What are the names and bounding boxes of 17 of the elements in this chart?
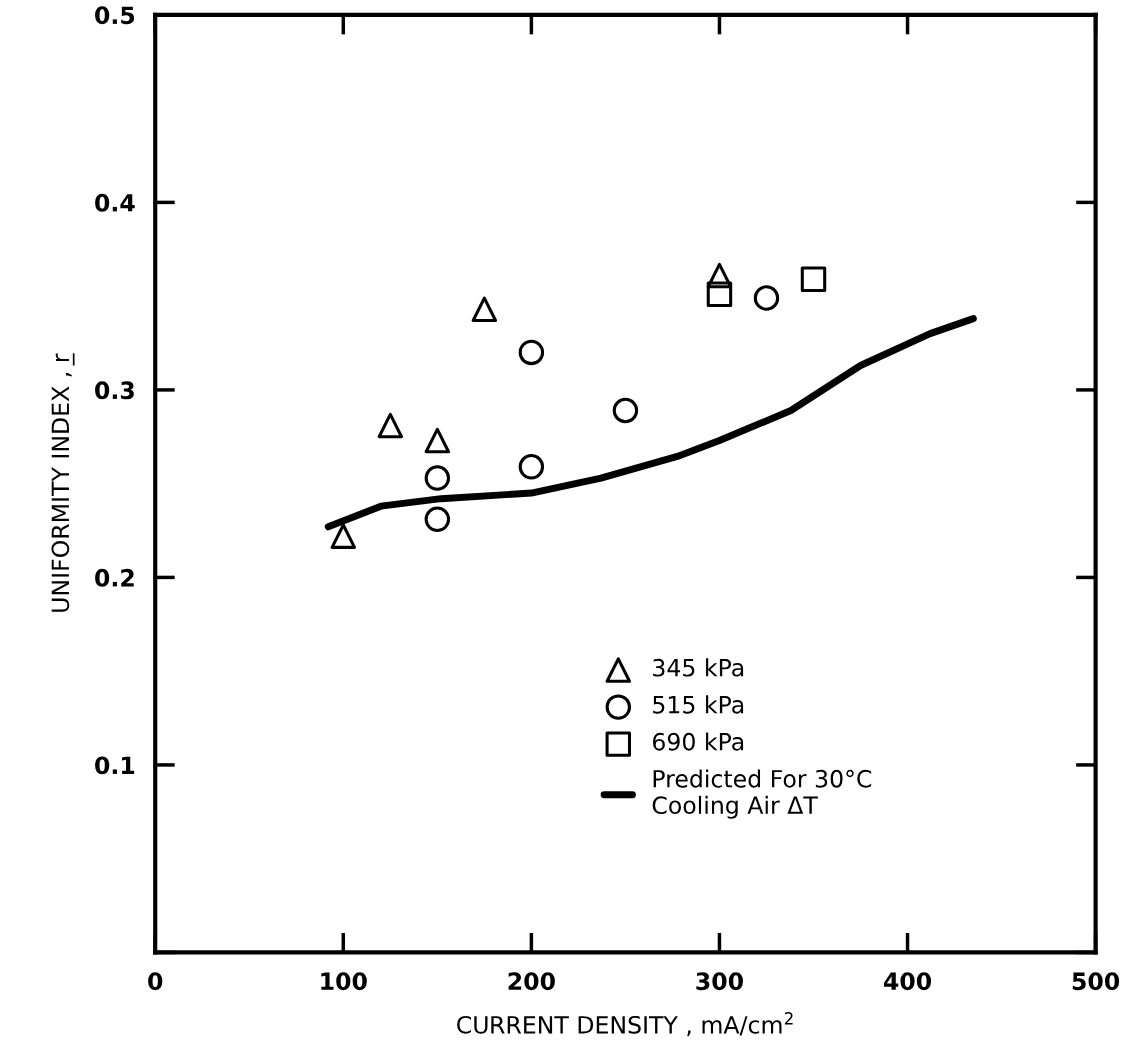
legend-label: 690 kPa — [653, 732, 744, 751]
x-tick-label: 500 — [1072, 972, 1120, 991]
y-axis-title: UNIFORMITY INDEX , r̲ — [51, 353, 75, 612]
x-tick-label: 200 — [508, 972, 555, 991]
x-tick-label: 100 — [321, 972, 367, 991]
x-tick-label: 400 — [883, 972, 932, 991]
x-tick-label: 0 — [148, 972, 163, 991]
y-tick-label: 0.1 — [95, 756, 135, 775]
x-axis-title: CURRENT DENSITY , mA/cm$^{2}$ — [457, 1012, 793, 1037]
legend-label: 345 kPa — [653, 658, 744, 677]
x-tick-label: 300 — [696, 972, 743, 991]
y-tick-label: 0.3 — [95, 381, 134, 400]
y-tick-label: 0.5 — [95, 6, 135, 25]
y-tick-label: 0.2 — [95, 568, 134, 587]
legend-label: Predicted For 30°C Cooling Air ΔT — [652, 769, 872, 819]
y-tick-label: 0.4 — [95, 193, 135, 212]
legend-label: 515 kPa — [653, 695, 744, 714]
